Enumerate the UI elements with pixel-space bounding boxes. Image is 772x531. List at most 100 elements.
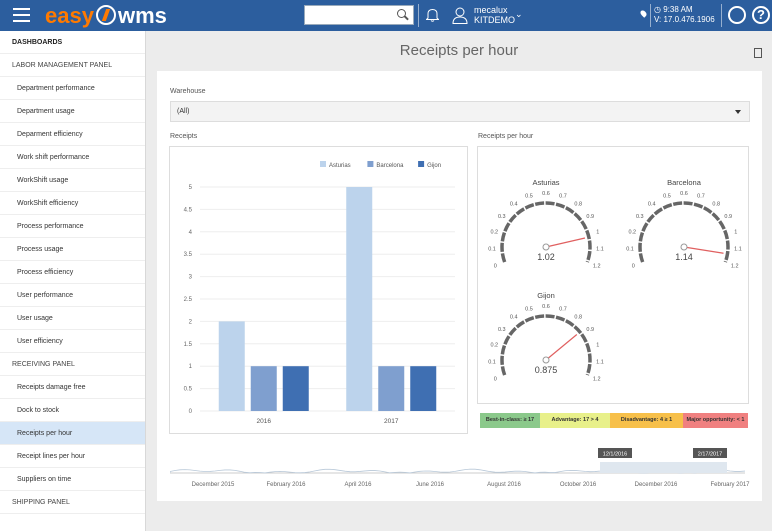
y-tick-label: 5 bbox=[189, 185, 193, 191]
chevron-down-icon[interactable]: ⌄ bbox=[515, 9, 523, 19]
legend-swatch bbox=[320, 161, 326, 167]
timeline-label: February 2017 bbox=[710, 482, 750, 488]
gauge-value: 1.14 bbox=[675, 252, 693, 262]
menu-icon[interactable] bbox=[13, 8, 30, 22]
y-tick-label: 3.5 bbox=[184, 252, 193, 258]
cloud-sync-icon[interactable] bbox=[728, 6, 746, 24]
sidebar-item-workshift-efficiency[interactable]: WorkShift efficiency bbox=[0, 192, 145, 215]
sidebar-item-department-usage[interactable]: Department usage bbox=[0, 100, 145, 123]
warehouse-select[interactable]: (All) bbox=[170, 101, 750, 122]
x-tick-label: 2016 bbox=[257, 418, 272, 425]
gauge-tick-label: 0 bbox=[494, 376, 497, 382]
gauge-asturias: 0 0.1 0.2 0.3 0.4 0.5 0.6 0.7 0.8 0.9 1 1.1 1.2 Astur… bbox=[488, 178, 604, 269]
gauge-title: Gijon bbox=[537, 291, 555, 300]
sidebar-item-receipts-per-hour[interactable]: Receipts per hour bbox=[0, 422, 145, 445]
help-icon[interactable]: ? bbox=[752, 6, 770, 24]
bell-icon[interactable] bbox=[426, 8, 439, 22]
gauge-tick-label: 0.7 bbox=[559, 194, 567, 200]
timeline-label: June 2016 bbox=[416, 482, 445, 488]
logo-mark-icon bbox=[95, 5, 116, 25]
gauge-tick-label: 0.1 bbox=[488, 247, 496, 253]
sidebar-item-receipts-damage-free[interactable]: Receipts damage free bbox=[0, 376, 145, 399]
gauge-tick-label: 0.6 bbox=[542, 191, 550, 197]
user-icon[interactable] bbox=[452, 7, 468, 24]
sidebar-item-user-performance[interactable]: User performance bbox=[0, 284, 145, 307]
search-input[interactable] bbox=[304, 5, 414, 25]
gauge-tick-label: 0.8 bbox=[574, 202, 582, 208]
user-menu[interactable]: mecalux KITDEMO bbox=[474, 5, 515, 25]
user-company: KITDEMO bbox=[474, 15, 516, 25]
legend-swatch bbox=[367, 161, 374, 167]
sidebar-item-labor-management-panel[interactable]: LABOR MANAGEMENT PANEL bbox=[0, 54, 145, 77]
y-tick-label: 2 bbox=[189, 319, 193, 325]
bar[interactable] bbox=[410, 366, 437, 411]
clock-icon: ◷ bbox=[654, 5, 661, 14]
legend-band: Disadvantage: 4 ≥ 1 bbox=[610, 413, 683, 428]
sidebar-item-shipping-panel[interactable]: SHIPPING PANEL bbox=[0, 491, 145, 514]
gauge-tick-label: 1.1 bbox=[596, 247, 604, 253]
sidebar-item-process-efficiency[interactable]: Process efficiency bbox=[0, 261, 145, 284]
gauge-pivot bbox=[542, 356, 550, 364]
y-tick-label: 4 bbox=[189, 230, 193, 236]
gauge-tick-label: 0.9 bbox=[586, 214, 594, 220]
legend-band: Major opportunity: < 1 bbox=[683, 413, 748, 428]
timeline-selection[interactable] bbox=[600, 462, 727, 473]
sidebar-item-deparment-efficiency[interactable]: Deparment efficiency bbox=[0, 123, 145, 146]
gauge-pivot bbox=[680, 243, 688, 251]
sidebar-item-user-efficiency[interactable]: User efficiency bbox=[0, 330, 145, 353]
timeline-navigator[interactable]: 12/1/2016 2/17/2017 December 2015 February … bbox=[170, 446, 750, 491]
gauge-arc bbox=[638, 201, 730, 263]
export-icon[interactable] bbox=[754, 48, 762, 58]
sidebar-item-dashboards[interactable]: DASHBOARDS bbox=[0, 31, 145, 54]
gauges-label: Receipts per hour bbox=[478, 133, 534, 140]
gauge-needle bbox=[545, 334, 578, 361]
sidebar-item-suppliers-on-time[interactable]: Suppliers on time bbox=[0, 468, 145, 491]
gauge-tick-label: 0.9 bbox=[586, 327, 594, 333]
bar-chart-box: 0 0.5 1 1.5 2 2.5 3 3.5 4 4.5 5 Asturias Barcelona Gi… bbox=[169, 146, 468, 434]
bar-chart: 0 0.5 1 1.5 2 2.5 3 3.5 4 4.5 5 Asturias Barcelona Gi… bbox=[184, 161, 455, 425]
range-end-badge bbox=[693, 448, 727, 458]
gauge-tick-label: 0.5 bbox=[525, 194, 533, 200]
gauge-pivot bbox=[542, 243, 550, 251]
sidebar-item-work-shift-performance[interactable]: Work shift performance bbox=[0, 146, 145, 169]
gauge-tick-label: 1.2 bbox=[593, 263, 601, 269]
sidebar-item-user-usage[interactable]: User usage bbox=[0, 307, 145, 330]
gauge-tick-label: 0.7 bbox=[559, 307, 567, 313]
sidebar-item-process-usage[interactable]: Process usage bbox=[0, 238, 145, 261]
gauge-tick-label: 0.4 bbox=[510, 202, 518, 208]
legend-swatch bbox=[418, 161, 425, 167]
gauge-tick-label: 0.3 bbox=[498, 214, 506, 220]
bar[interactable] bbox=[218, 321, 245, 411]
bar[interactable] bbox=[250, 366, 277, 411]
time-text: 9:38 AM bbox=[663, 5, 693, 14]
sidebar-item-dock-to-stock[interactable]: Dock to stock bbox=[0, 399, 145, 422]
gauge-tick-label: 0.1 bbox=[488, 360, 496, 366]
bar[interactable] bbox=[282, 366, 309, 411]
gauge-value: 1.02 bbox=[537, 252, 555, 262]
range-start-label: 12/1/2016 bbox=[603, 452, 627, 458]
y-tick-label: 1 bbox=[189, 364, 193, 370]
gauge-tick-label: 0 bbox=[632, 263, 635, 269]
gauge-tick-label: 1 bbox=[734, 230, 737, 236]
x-tick-label: 2017 bbox=[384, 418, 399, 425]
gauge-tick-label: 0.4 bbox=[510, 315, 518, 321]
sidebar-item-receiving-panel[interactable]: RECEIVING PANEL bbox=[0, 353, 145, 376]
gauge-tick-label: 0.3 bbox=[636, 214, 644, 220]
sidebar-item-receipt-lines-per-hour[interactable]: Receipt lines per hour bbox=[0, 445, 145, 468]
timeline-label: October 2016 bbox=[560, 482, 597, 488]
timeline-label: December 2016 bbox=[635, 482, 678, 488]
gauge-tick-label: 0.8 bbox=[574, 315, 582, 321]
legend-band: Advantage: 17 > 4 bbox=[540, 413, 610, 428]
range-start-badge bbox=[598, 448, 632, 458]
sidebar-item-department-performance[interactable]: Department performance bbox=[0, 77, 145, 100]
sidebar-item-process-performance[interactable]: Process performance bbox=[0, 215, 145, 238]
sidebar-item-workshift-usage[interactable]: WorkShift usage bbox=[0, 169, 145, 192]
y-tick-label: 0 bbox=[189, 409, 193, 415]
sidebar: DASHBOARDS LABOR MANAGEMENT PANEL Departme… bbox=[0, 31, 146, 531]
gauge-tick-label: 0.2 bbox=[628, 230, 636, 236]
bar[interactable] bbox=[378, 366, 405, 411]
gauge-tick-label: 0 bbox=[494, 263, 497, 269]
gauge-tick-label: 0.2 bbox=[490, 343, 498, 349]
search-icon[interactable] bbox=[397, 9, 406, 18]
bar[interactable] bbox=[346, 187, 373, 411]
